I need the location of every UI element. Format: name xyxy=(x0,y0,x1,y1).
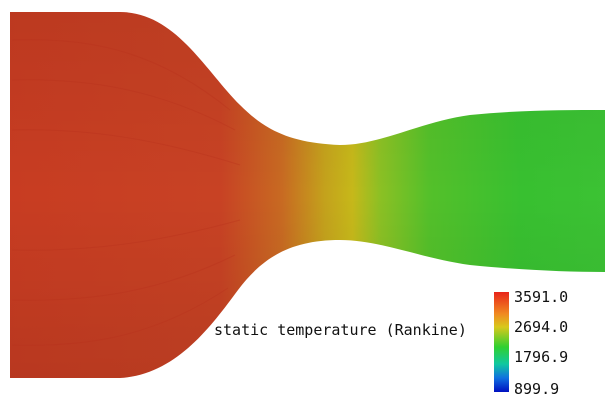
colorbar-tick-max: 3591.0 xyxy=(514,288,569,306)
colorbar-tick-min: 899.9 xyxy=(514,380,560,398)
inlet-streaks xyxy=(11,39,241,346)
colorbar-tick: 1796.9 xyxy=(514,348,569,366)
colorbar-tick: 2694.0 xyxy=(514,318,569,336)
colorbar-title: static temperature (Rankine) xyxy=(214,321,467,339)
colorbar xyxy=(494,292,509,392)
